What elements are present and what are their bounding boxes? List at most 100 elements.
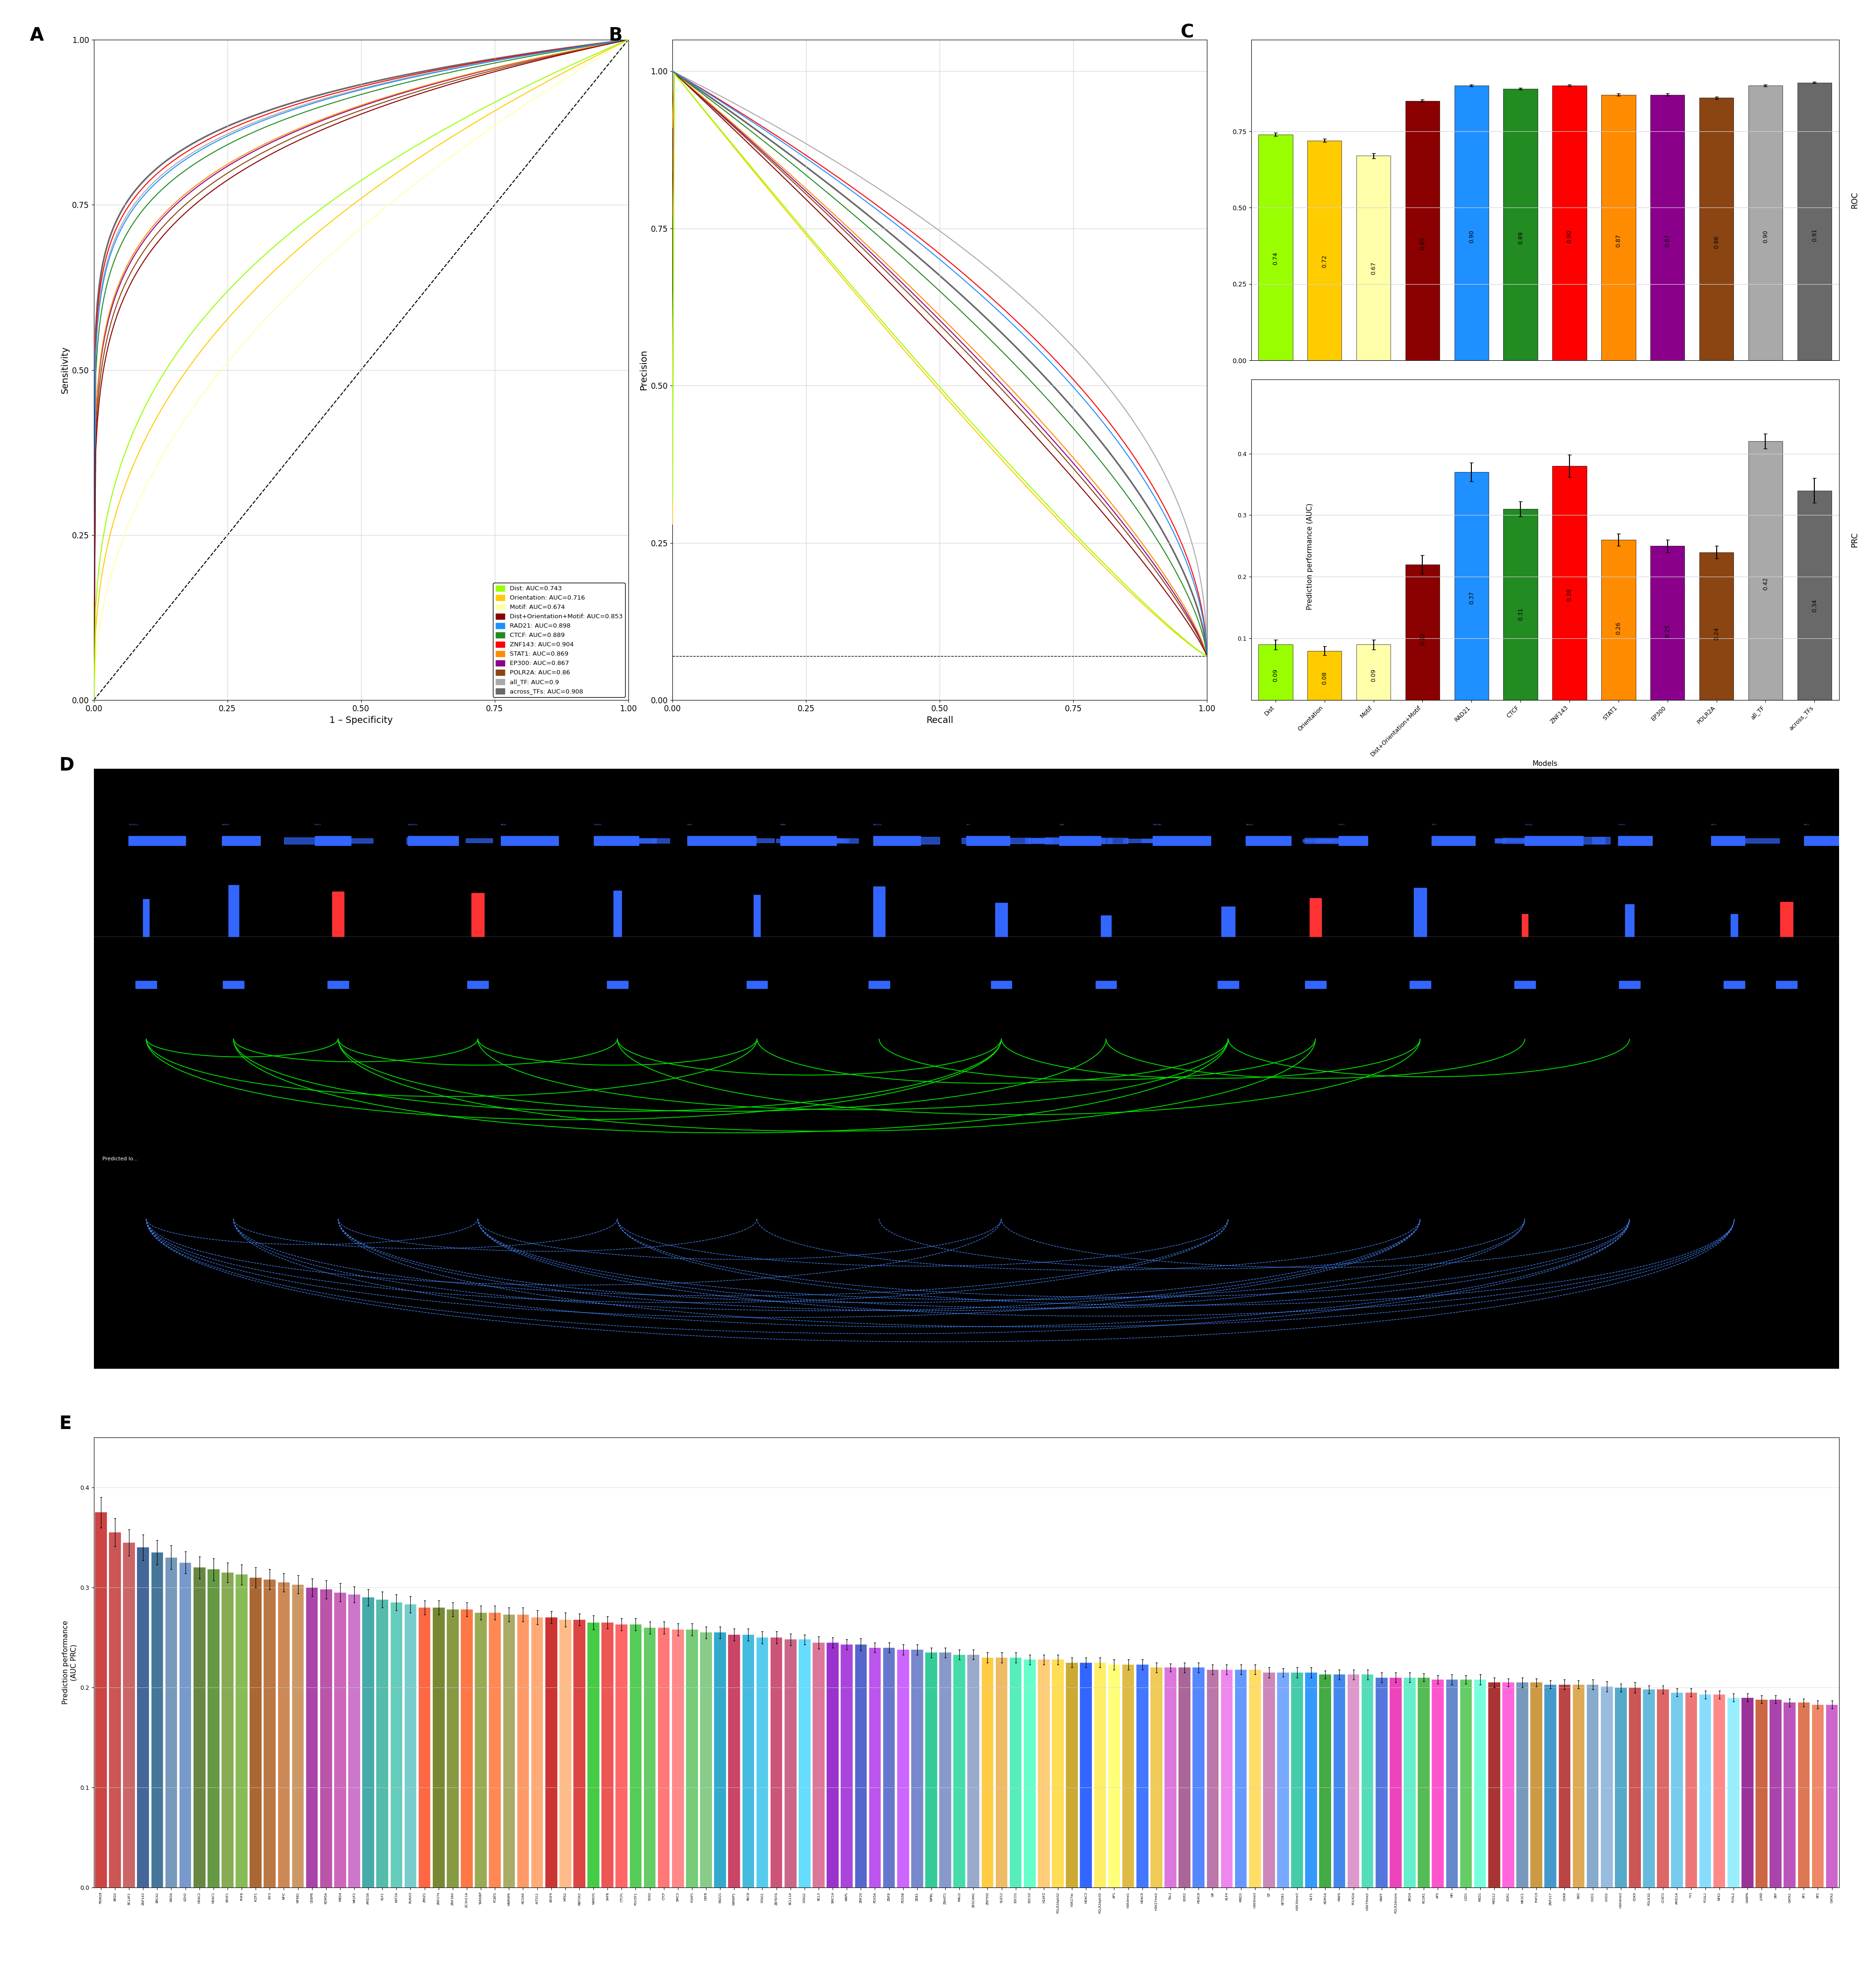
Bar [208, 1570, 219, 1888]
Bar [1503, 1683, 1514, 1888]
Bar [968, 1655, 979, 1888]
Bar [1221, 1669, 1233, 1888]
Bar [1797, 491, 1831, 699]
Bar [1446, 1679, 1458, 1888]
Bar [405, 1604, 416, 1888]
Bar [1643, 1689, 1655, 1888]
across_TFs: AUC=0.908: (0.906, 0.99): AUC=0.908: (0.906, 0.99) [567, 34, 589, 58]
Bar [1308, 141, 1341, 360]
Bar [1748, 441, 1782, 699]
Text: B: B [608, 26, 623, 44]
ZNF143: AUC=0.904: (0.592, 0.946): AUC=0.904: (0.592, 0.946) [400, 64, 422, 87]
Bar [812, 1643, 824, 1888]
Bar [1356, 155, 1390, 360]
STAT1: AUC=0.869: (0.843, 0.975): AUC=0.869: (0.843, 0.975) [533, 44, 555, 68]
Line: Motif: AUC=0.674: Motif: AUC=0.674 [94, 40, 628, 699]
across_TFs: AUC=0.908: (0.00334, 0.561): AUC=0.908: (0.00334, 0.561) [84, 318, 107, 342]
all_TF: AUC=0.9: (0.592, 0.943): AUC=0.9: (0.592, 0.943) [400, 66, 422, 89]
Text: 0.26: 0.26 [1615, 622, 1621, 634]
Legend: Dist: AUC=0.743, Orientation: AUC=0.716, Motif: AUC=0.674, Dist+Orientation+Moti: Dist: AUC=0.743, Orientation: AUC=0.716,… [493, 582, 625, 697]
EP300: AUC=0.867: (0.595, 0.924): AUC=0.867: (0.595, 0.924) [401, 77, 424, 101]
Dist+Orientation+Motif: AUC=0.853: (0.592, 0.914): AUC=0.853: (0.592, 0.914) [400, 85, 422, 109]
Bar [840, 1645, 852, 1888]
Bar [1514, 982, 1535, 988]
CTCF: AUC=0.889: (0.00334, 0.491): AUC=0.889: (0.00334, 0.491) [84, 364, 107, 387]
Bar [1302, 839, 1332, 842]
Text: 0.31: 0.31 [1518, 608, 1523, 620]
Bar [1308, 652, 1341, 699]
Bar [133, 837, 173, 844]
POLR2A: AUC=0.86: (0.612, 0.923): AUC=0.86: (0.612, 0.923) [409, 79, 431, 103]
Bar [377, 1600, 388, 1888]
Bar [1748, 85, 1782, 360]
X-axis label: 1 – Specificity: 1 – Specificity [330, 715, 392, 725]
Line: ZNF143: AUC=0.904: ZNF143: AUC=0.904 [94, 40, 628, 699]
Text: 0.72: 0.72 [1321, 254, 1326, 268]
Bar [1521, 914, 1527, 936]
Bar [1769, 1699, 1780, 1888]
across_TFs: AUC=0.908: (0.595, 0.949): AUC=0.908: (0.595, 0.949) [401, 62, 424, 85]
Bar [236, 1574, 248, 1888]
Bar [96, 1512, 107, 1888]
Bar [623, 839, 655, 842]
Bar [475, 1613, 486, 1888]
Bar [165, 1558, 176, 1888]
Bar [771, 1637, 782, 1888]
Bar [1713, 1695, 1724, 1888]
Motif: AUC=0.674: (0, 0): AUC=0.674: (0, 0) [83, 688, 105, 711]
Bar [1165, 1667, 1176, 1888]
Bar [869, 982, 889, 988]
Bar [1315, 839, 1345, 842]
Dist+Orientation+Motif: AUC=0.853: (0.906, 0.983): AUC=0.853: (0.906, 0.983) [567, 40, 589, 64]
Bar [1700, 1695, 1711, 1888]
Bar [1615, 1687, 1626, 1888]
Bar [728, 1635, 739, 1888]
Text: 0.85: 0.85 [1418, 236, 1426, 250]
Bar [1724, 982, 1745, 988]
Bar [1259, 135, 1293, 360]
Bar [1409, 982, 1430, 988]
Bar [1375, 1677, 1386, 1888]
Bar [503, 1615, 514, 1888]
STAT1: AUC=0.869: (0.00334, 0.423): AUC=0.869: (0.00334, 0.423) [84, 409, 107, 433]
Orientation: AUC=0.716: (0.00334, 0.104): AUC=0.716: (0.00334, 0.104) [84, 620, 107, 644]
Text: 0.91: 0.91 [1810, 229, 1818, 242]
POLR2A: AUC=0.86: (0.843, 0.973): AUC=0.86: (0.843, 0.973) [533, 46, 555, 70]
EP300: AUC=0.867: (0.592, 0.923): AUC=0.867: (0.592, 0.923) [400, 79, 422, 103]
Dist+Orientation+Motif: AUC=0.853: (1, 1): AUC=0.853: (1, 1) [617, 28, 640, 52]
Text: 0.25: 0.25 [1664, 624, 1670, 638]
Bar [223, 982, 244, 988]
Bar [615, 1625, 627, 1888]
Bar [780, 837, 837, 844]
Bar [334, 1592, 345, 1888]
all_TF: AUC=0.9: (0, 0): AUC=0.9: (0, 0) [83, 688, 105, 711]
Bar [321, 1590, 332, 1888]
Bar [872, 837, 921, 844]
Bar [1418, 1677, 1430, 1888]
Dist+Orientation+Motif: AUC=0.853: (0, 0): AUC=0.853: (0, 0) [83, 688, 105, 711]
RAD21: AUC=0.898: (0.612, 0.946): AUC=0.898: (0.612, 0.946) [409, 64, 431, 87]
Bar [1784, 1703, 1795, 1888]
Bar [332, 892, 343, 936]
Bar [1362, 1675, 1373, 1888]
Bar [283, 837, 315, 844]
Orientation: AUC=0.716: (0.843, 0.934): AUC=0.716: (0.843, 0.934) [533, 72, 555, 95]
Bar [129, 837, 186, 844]
all_TF: AUC=0.9: (0.595, 0.944): AUC=0.9: (0.595, 0.944) [401, 66, 424, 89]
Bar [953, 1655, 964, 1888]
Text: 0.09: 0.09 [1369, 670, 1377, 682]
Bar [687, 837, 756, 844]
Motif: AUC=0.674: (0.00334, 0.0635): AUC=0.674: (0.00334, 0.0635) [84, 646, 107, 670]
Bar [1454, 85, 1488, 360]
Bar [229, 886, 238, 936]
Text: 0.22: 0.22 [1418, 632, 1426, 646]
Bar [1257, 839, 1291, 842]
Bar [1657, 1689, 1668, 1888]
Dist: AUC=0.743: (0.843, 0.943): AUC=0.743: (0.843, 0.943) [533, 66, 555, 89]
Bar [265, 1580, 276, 1888]
Bar [143, 898, 150, 936]
Text: 0.90: 0.90 [1566, 230, 1572, 242]
Bar [777, 839, 797, 842]
CTCF: AUC=0.889: (1, 1): AUC=0.889: (1, 1) [617, 28, 640, 52]
Bar [523, 839, 553, 842]
